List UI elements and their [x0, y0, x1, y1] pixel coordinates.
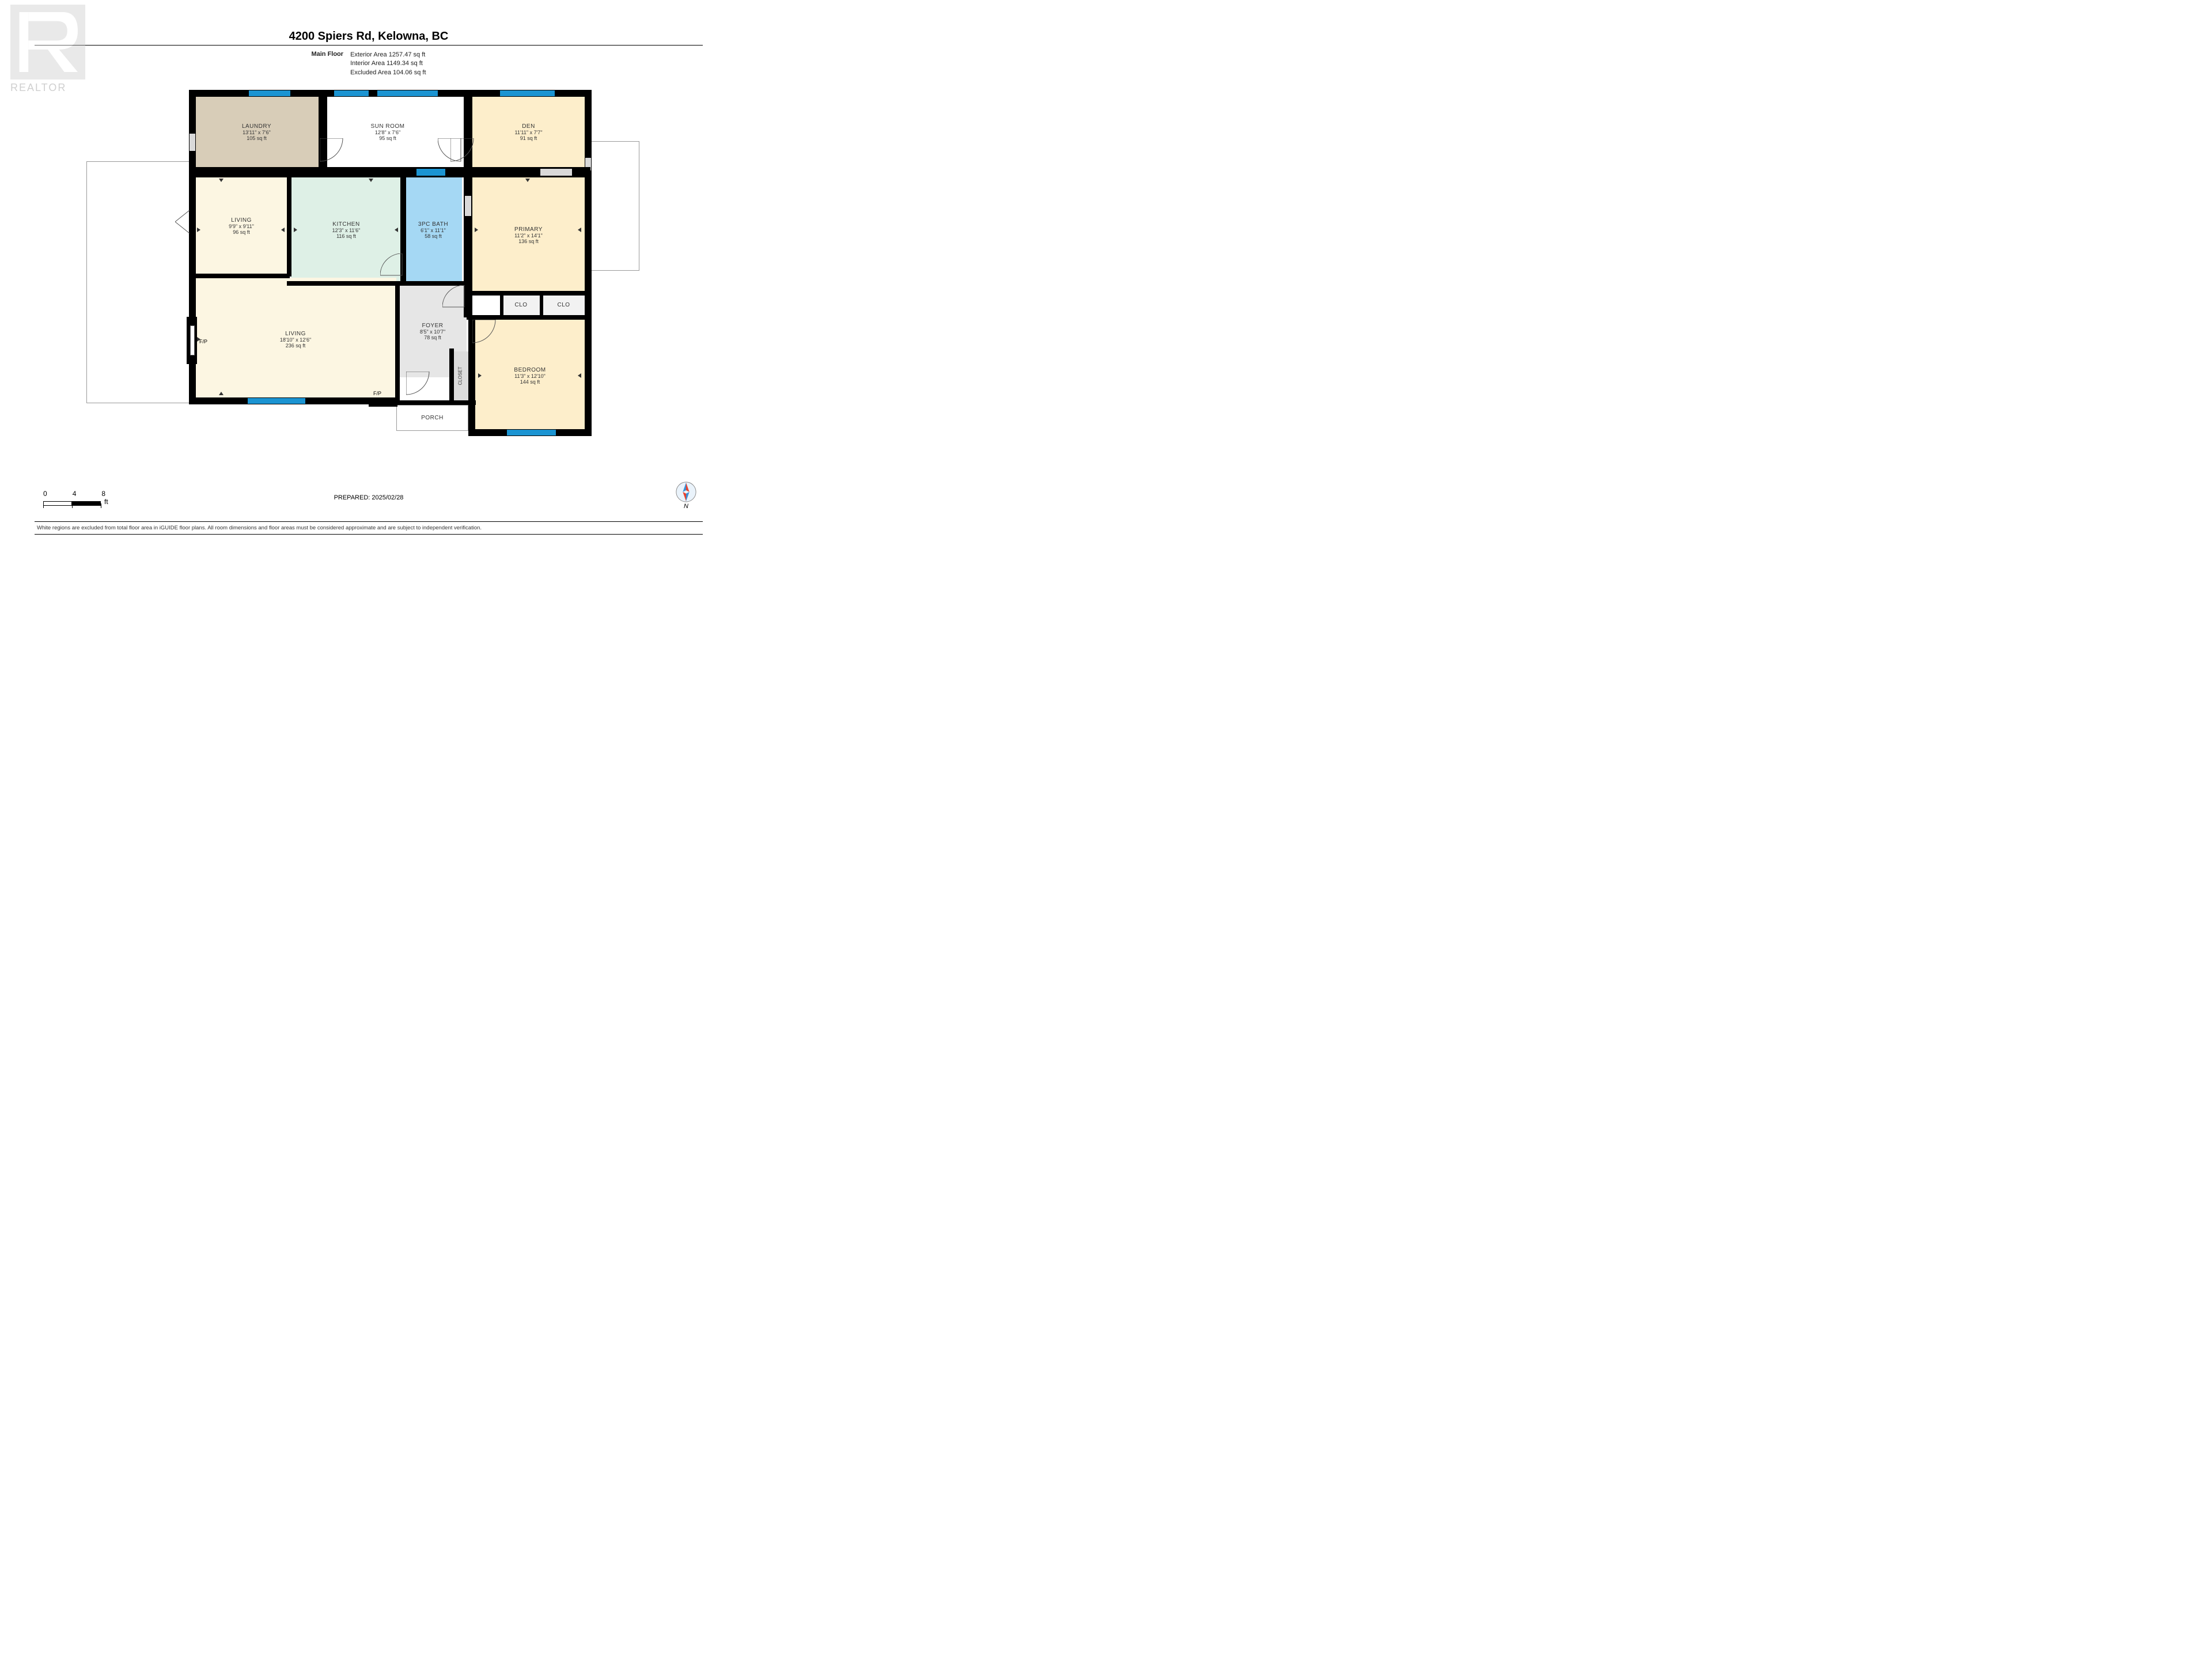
deck-right	[590, 141, 639, 271]
wall	[500, 293, 503, 317]
arrow-icon	[197, 228, 200, 232]
prepared-date: PREPARED: 2025/02/28	[334, 494, 404, 501]
arrow-icon	[395, 228, 398, 232]
room-porch: PORCH	[396, 405, 468, 431]
arrow-icon	[578, 228, 581, 232]
wall	[540, 293, 543, 317]
opening	[465, 196, 471, 216]
room-living2: LIVING 18'10" x 12'6" 236 sq ft	[195, 278, 396, 402]
wall	[287, 176, 291, 276]
scale-bar: 0 4 8 ft	[43, 490, 108, 506]
door-arc-icon	[406, 372, 432, 397]
room-clo2: CLO	[543, 295, 585, 315]
fireplace-opening	[190, 325, 195, 355]
compass-icon	[675, 481, 697, 503]
wall	[395, 281, 400, 402]
room-living: LIVING 9'9" x 9'11" 96 sq ft	[195, 177, 288, 274]
interior-area: Interior Area 1149.34 sq ft	[350, 59, 426, 68]
room-den: DEN 11'11" x 7'7" 91 sq ft	[472, 97, 585, 167]
window	[416, 169, 445, 176]
arrow-icon	[475, 228, 478, 232]
door-arc-icon	[472, 320, 497, 344]
wall	[449, 349, 454, 403]
window	[248, 398, 305, 404]
door-arc-icon	[380, 253, 404, 278]
title-underline	[35, 45, 703, 46]
fireplace-1: F/P	[199, 339, 207, 344]
wall	[369, 397, 397, 407]
wall	[395, 400, 476, 405]
window	[500, 90, 555, 96]
window	[249, 90, 290, 96]
realtor-text: REALTOR	[10, 82, 85, 94]
door-arc-icon	[450, 138, 479, 167]
opening	[540, 169, 572, 176]
floor-label: Main Floor	[311, 51, 343, 77]
arrow-icon	[525, 179, 530, 182]
wall	[585, 90, 592, 435]
room-primary: PRIMARY 11'2" x 14'1" 136 sq ft	[472, 177, 585, 293]
arrow-icon	[197, 337, 200, 342]
window	[507, 430, 556, 435]
compass: N	[675, 481, 697, 510]
arrow-icon	[478, 373, 482, 378]
room-closet: CLOSET	[452, 351, 468, 400]
floor-plan: DECK DECK LAUNDRY 13'11" x 7'6" 105 sq f…	[46, 86, 662, 461]
arrow-icon	[219, 392, 224, 395]
arrow-icon	[294, 228, 297, 232]
room-clo1: CLO	[502, 295, 540, 315]
opening	[190, 134, 195, 151]
fireplace-2: F/P	[373, 391, 381, 396]
wall	[467, 315, 590, 320]
deck-left	[86, 161, 190, 403]
arrow-icon	[369, 179, 373, 182]
arrow-icon	[219, 179, 224, 182]
floor-info: Main Floor Exterior Area 1257.47 sq ft I…	[311, 51, 426, 77]
door-arc-icon	[320, 138, 349, 167]
window	[377, 90, 438, 96]
room-laundry: LAUNDRY 13'11" x 7'6" 105 sq ft	[195, 97, 319, 167]
arrow-icon	[281, 228, 285, 232]
door-arc-icon	[442, 285, 467, 309]
realtor-watermark: REALTOR	[10, 5, 85, 94]
disclaimer: White regions are excluded from total fl…	[35, 521, 703, 535]
wall	[189, 274, 290, 278]
page-title: 4200 Spiers Rd, Kelowna, BC	[289, 30, 449, 43]
room-bath: 3PC BATH 6'1" x 11'1" 58 sq ft	[404, 177, 462, 282]
realtor-logo-icon	[10, 5, 85, 79]
door-mark-icon	[175, 210, 192, 233]
arrow-icon	[578, 373, 581, 378]
window	[334, 90, 369, 96]
excluded-area: Excluded Area 104.06 sq ft	[350, 69, 426, 77]
exterior-area: Exterior Area 1257.47 sq ft	[350, 51, 426, 59]
wall	[467, 291, 590, 296]
